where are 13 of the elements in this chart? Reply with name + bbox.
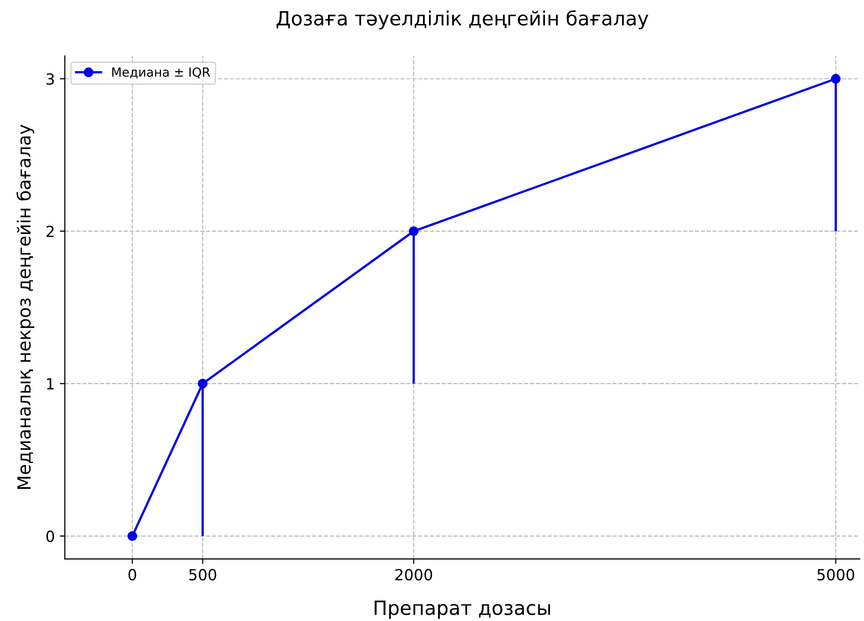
y-tick-label: 1 <box>47 378 54 390</box>
y-tick-label: 3 <box>46 73 54 85</box>
y-tick-label: 2 <box>46 226 54 237</box>
legend-label: Медиана ± IQR <box>112 67 210 78</box>
x-axis-title: Препарат дозасы <box>374 600 550 619</box>
chart-title: Дозаға тәуелділік деңгейін бағалау <box>276 10 648 30</box>
y-axis-title: Медианалық некроз деңгейін бағалау <box>16 124 34 489</box>
x-tick-label: 2000 <box>395 568 432 580</box>
point <box>127 531 138 541</box>
x-tick-label: 5000 <box>818 568 854 580</box>
x-tick-label: 500 <box>189 568 216 580</box>
y-tick-label: 0 <box>46 530 54 542</box>
x-tick-label: 0 <box>128 568 136 580</box>
